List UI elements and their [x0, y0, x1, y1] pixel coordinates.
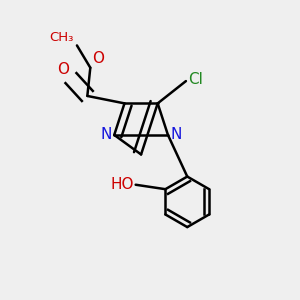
Text: O: O [58, 61, 70, 76]
Text: Cl: Cl [188, 72, 203, 87]
Text: HO: HO [111, 177, 134, 192]
Text: N: N [100, 128, 112, 142]
Text: N: N [170, 128, 182, 142]
Text: O: O [92, 51, 104, 66]
Text: CH₃: CH₃ [50, 31, 74, 44]
